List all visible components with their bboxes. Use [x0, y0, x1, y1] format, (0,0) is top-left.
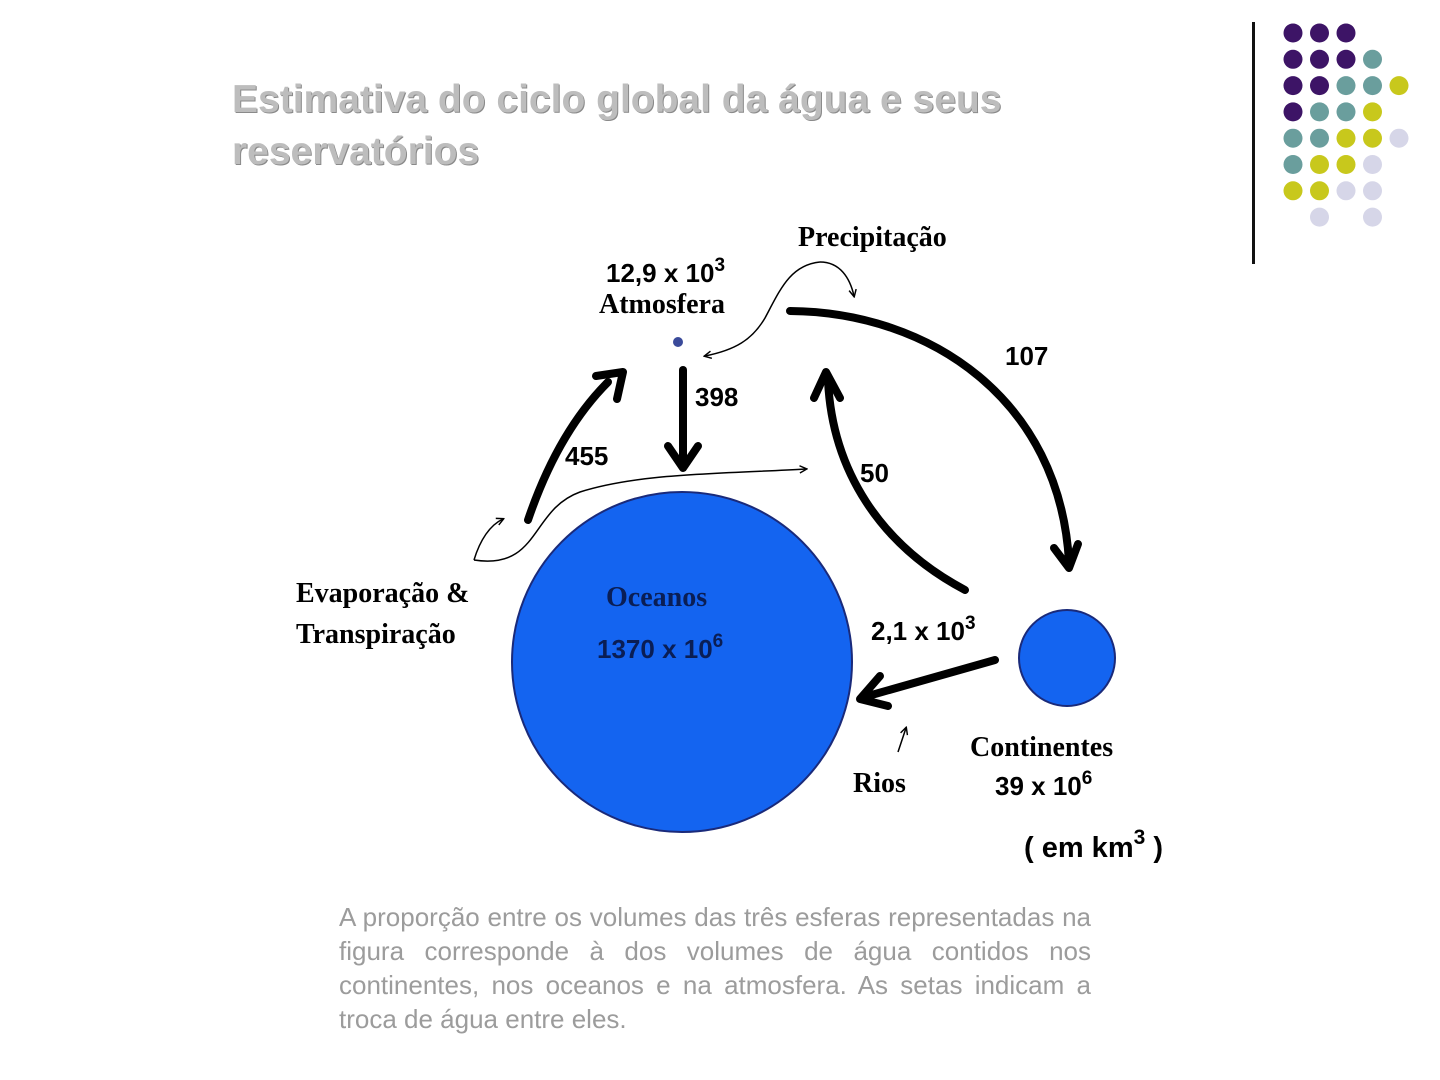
- pointer-precipitation-atmosphere: [705, 261, 821, 356]
- pointer-evaporation-label: [473, 519, 503, 561]
- arrow-runoff: [856, 656, 999, 710]
- arrow-evaporation-ocean: [524, 368, 627, 524]
- flow-398: 398: [695, 382, 738, 412]
- atmosphere-volume: 12,9 x 103: [606, 255, 725, 288]
- atmosphere-sphere: [673, 337, 683, 347]
- arrow-evapotranspiration-land: [810, 368, 969, 594]
- oceans-label: Oceanos: [606, 582, 707, 613]
- atmosphere-label: Atmosfera: [599, 289, 725, 320]
- evaporation-label-line1: Evaporação &: [296, 578, 469, 609]
- continents-volume: 39 x 106: [995, 768, 1092, 801]
- pointer-rivers: [897, 728, 906, 753]
- units-label: ( em km3 ): [1024, 826, 1163, 864]
- evaporation-label-line2: Transpiração: [296, 619, 456, 650]
- pointer-precipitation-land: [819, 261, 854, 296]
- arrow-precipitation-land: [786, 307, 1082, 572]
- continents-label: Continentes: [970, 732, 1113, 763]
- arrow-precipitation-ocean: [664, 366, 702, 472]
- rivers-label: Rios: [853, 768, 906, 799]
- flow-107: 107: [1005, 341, 1048, 371]
- continents-sphere: [1018, 609, 1116, 707]
- flow-50: 50: [860, 458, 889, 488]
- figure-caption: A proporção entre os volumes das três es…: [339, 902, 1091, 1034]
- flow-runoff: 2,1 x 103: [871, 613, 976, 646]
- flow-455: 455: [565, 441, 608, 471]
- slide-title: Estimativa do ciclo global da água e seu…: [232, 78, 1002, 173]
- pointer-evaporation: [473, 469, 806, 562]
- title-divider: [1252, 22, 1255, 264]
- oceans-volume: 1370 x 106: [597, 631, 723, 664]
- precipitation-label: Precipitação: [798, 222, 947, 253]
- oceans-sphere: [511, 491, 853, 833]
